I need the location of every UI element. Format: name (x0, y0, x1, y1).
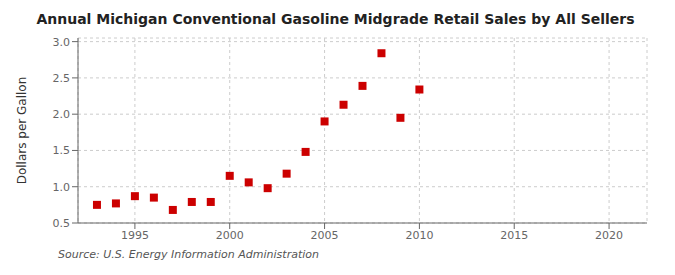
svg-text:1.5: 1.5 (53, 144, 71, 157)
svg-text:1995: 1995 (121, 229, 149, 242)
html-text:Source: U.S. Energy Informatio: Source: U.S. Energy Information Administ… (58, 248, 319, 261)
svg-text:2.0: 2.0 (53, 108, 71, 121)
svg-text:2020: 2020 (595, 229, 623, 242)
svg-text:2015: 2015 (500, 229, 528, 242)
svg-text:Dollars per Gallon: Dollars per Gallon (15, 77, 29, 185)
svg-text:2000: 2000 (216, 229, 244, 242)
svg-text:3.0: 3.0 (53, 36, 71, 49)
svg-text:2.5: 2.5 (53, 72, 71, 85)
svg-text:1.0: 1.0 (53, 181, 71, 194)
html-text:Annual Michigan Conventional G: Annual Michigan Conventional Gasoline Mi… (36, 11, 635, 27)
svg-text:2005: 2005 (311, 229, 339, 242)
svg-text:2010: 2010 (405, 229, 433, 242)
svg-text:0.5: 0.5 (53, 217, 71, 230)
